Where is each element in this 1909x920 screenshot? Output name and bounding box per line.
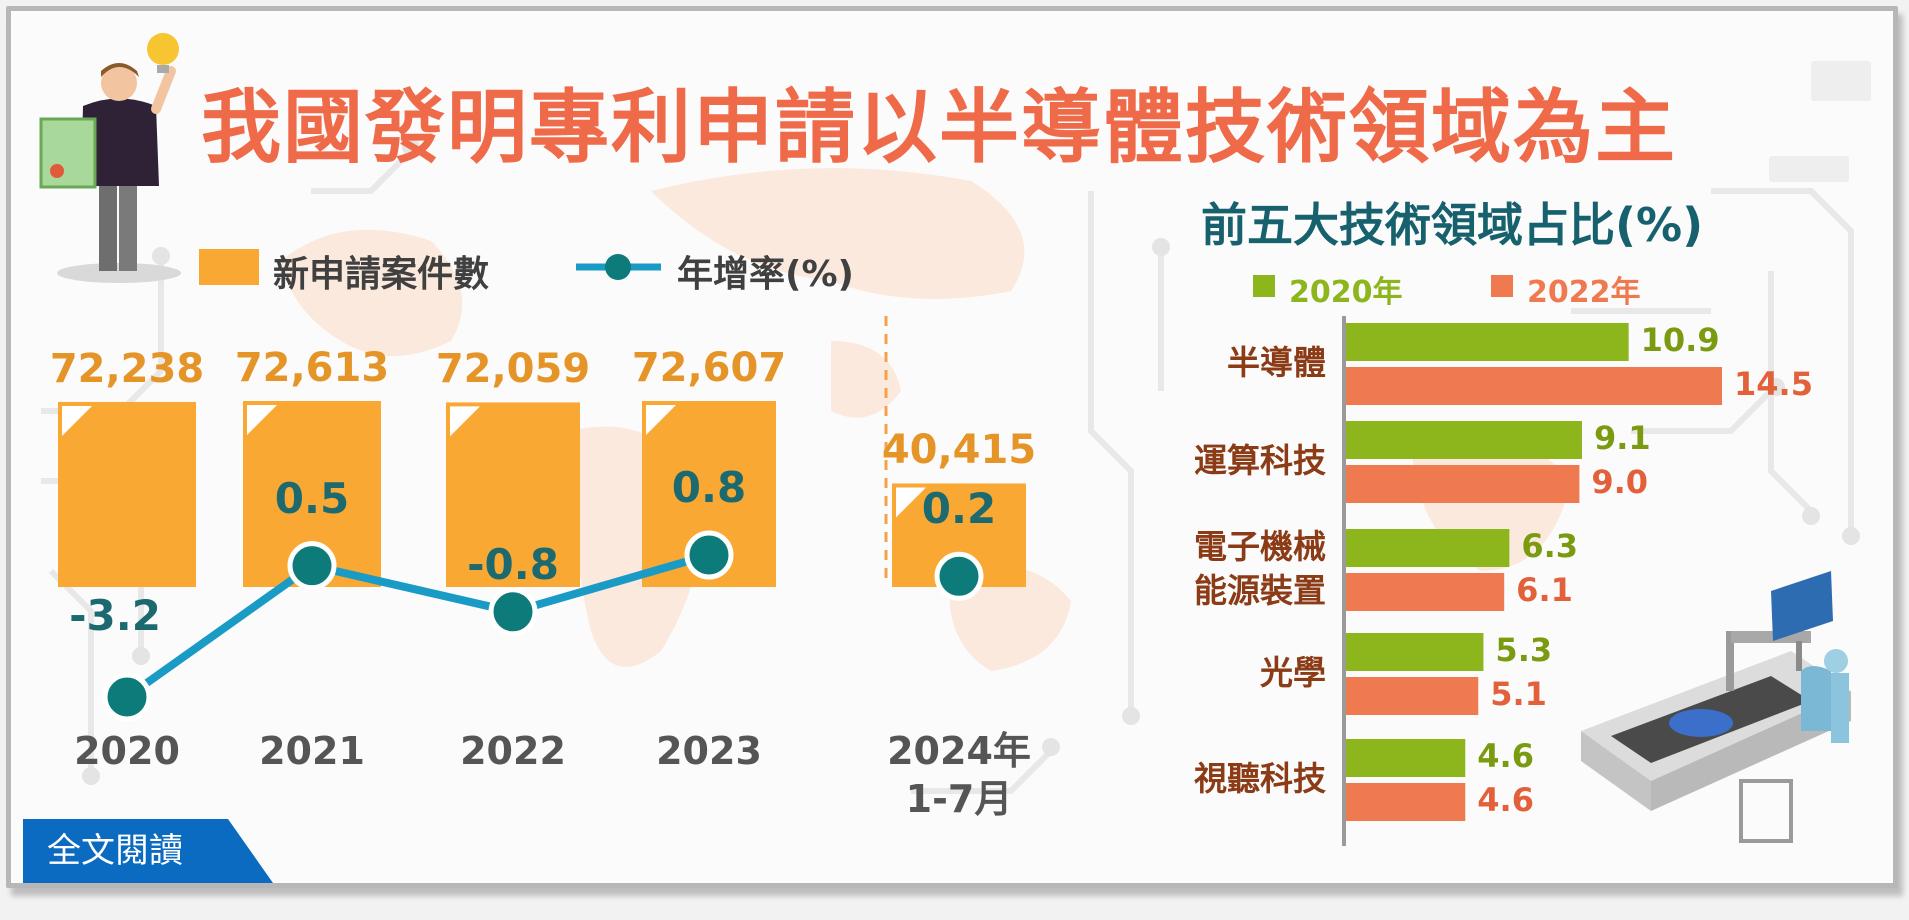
hbar-value-label-0-1: 14.5 xyxy=(1734,365,1813,403)
lab-machine-illustration xyxy=(1581,571,1851,843)
hbar-1-0 xyxy=(1346,421,1582,459)
legend-2020-swatch xyxy=(1253,275,1275,297)
bar-corner-0 xyxy=(62,405,92,436)
category-label-3: 光學 xyxy=(1260,653,1326,692)
read-full-text-button[interactable]: 全文閱讀 xyxy=(23,819,273,883)
legend-2022-swatch xyxy=(1491,275,1513,297)
bar-value-label-4: 40,415 xyxy=(881,427,1037,474)
bar-2 xyxy=(446,402,580,587)
x-tick-label-1: 2021 xyxy=(259,729,365,773)
hbar-4-0 xyxy=(1346,739,1466,777)
bar-corner-1 xyxy=(247,405,277,435)
right-chart xyxy=(1253,275,1722,846)
hbar-value-label-1-1: 9.0 xyxy=(1591,463,1649,501)
legend-2020-label: 2020年 xyxy=(1289,275,1403,310)
main-title: 我國發明專利申請以半導體技術領域為主 xyxy=(201,81,1677,174)
x-tick-label-2: 2022 xyxy=(460,729,566,773)
hbar-1-1 xyxy=(1346,465,1580,503)
hbar-0-0 xyxy=(1346,323,1629,361)
growth-point-0 xyxy=(102,672,152,722)
growth-point-1 xyxy=(287,541,337,591)
hbar-value-label-3-1: 5.1 xyxy=(1490,675,1547,713)
right-chart-title: 前五大技術領域占比(%) xyxy=(1201,198,1704,252)
hbar-0-1 xyxy=(1346,367,1722,405)
legend-line-label: 年增率(%) xyxy=(677,254,854,295)
hbar-3-1 xyxy=(1346,677,1479,715)
growth-point-2 xyxy=(488,587,538,637)
bar-value-label-0: 72,238 xyxy=(49,345,205,392)
hbar-2-1 xyxy=(1346,573,1505,611)
x-tick-label-0: 2020 xyxy=(74,729,180,773)
legend-bar-label: 新申請案件數 xyxy=(273,254,490,295)
hbar-value-label-2-1: 6.1 xyxy=(1516,571,1573,609)
growth-value-label-2: -0.8 xyxy=(467,539,559,589)
growth-value-label-3: 0.8 xyxy=(671,463,747,512)
bar-value-label-3: 72,607 xyxy=(631,345,787,391)
hbar-value-label-1-0: 9.1 xyxy=(1593,419,1651,457)
x-tick-label-3: 2023 xyxy=(656,729,762,773)
hbar-4-1 xyxy=(1346,783,1466,821)
person-illustration xyxy=(39,33,181,283)
category-label-0: 半導體 xyxy=(1227,343,1326,382)
hbar-value-label-2-0: 6.3 xyxy=(1521,527,1579,565)
hbar-3-0 xyxy=(1346,633,1484,671)
bar-0 xyxy=(58,401,196,587)
hbar-2-0 xyxy=(1346,529,1510,567)
growth-value-label-4: 0.2 xyxy=(921,484,997,534)
hbar-value-label-0-0: 10.9 xyxy=(1640,321,1720,359)
category-label-2: 電子機械 能源裝置 xyxy=(1194,527,1326,610)
growth-value-label-1: 0.5 xyxy=(274,473,350,523)
growth-line xyxy=(124,551,711,701)
left-legend xyxy=(199,249,661,285)
category-label-1: 運算科技 xyxy=(1194,441,1326,480)
x-tick-label-4: 2024年 1-7月 xyxy=(887,729,1031,821)
bar-corner-2 xyxy=(450,406,480,437)
left-chart xyxy=(58,249,1026,722)
hbar-value-label-4-0: 4.6 xyxy=(1477,737,1534,775)
legend-dot-swatch xyxy=(605,254,631,280)
growth-value-label-0: -3.2 xyxy=(69,591,161,640)
category-label-4: 視聽科技 xyxy=(1194,759,1326,798)
bar-corner-4 xyxy=(896,487,926,518)
bar-corner-3 xyxy=(646,405,676,436)
hbar-value-label-3-0: 5.3 xyxy=(1495,631,1553,669)
growth-point-3 xyxy=(684,530,734,580)
legend-2022-label: 2022年 xyxy=(1527,275,1641,310)
bar-value-label-2: 72,059 xyxy=(435,346,591,393)
bar-value-label-1: 72,613 xyxy=(234,345,390,391)
infographic: 我國發明專利申請以半導體技術領域為主 新申請案件數 年增率(%) 72,238 2… xyxy=(6,6,1898,888)
legend-bar-swatch xyxy=(199,249,259,285)
hbar-value-label-4-1: 4.6 xyxy=(1477,781,1534,819)
growth-point-4 xyxy=(934,551,984,601)
